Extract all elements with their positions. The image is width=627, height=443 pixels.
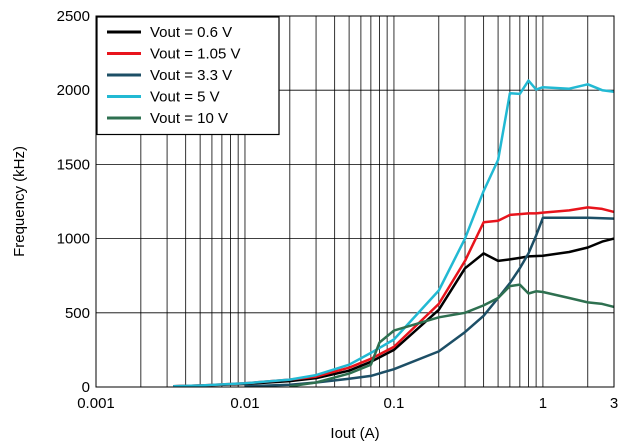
y-tick-label: 1000	[57, 231, 90, 248]
legend-label: Vout = 1.05 V	[150, 46, 241, 63]
y-tick-label: 2500	[57, 8, 90, 25]
y-tick-label: 2000	[57, 82, 90, 99]
legend-label: Vout = 0.6 V	[150, 24, 232, 41]
x-tick-label: 3	[610, 395, 618, 412]
legend-label: Vout = 10 V	[150, 110, 228, 127]
legend-label: Vout = 3.3 V	[150, 67, 232, 84]
x-axis-label: Iout (A)	[330, 425, 379, 442]
series-lines	[173, 79, 615, 388]
x-tick-label: 1	[539, 395, 547, 412]
legend: Vout = 0.6 V Vout = 1.05 V Vout = 3.3 V Vou…	[96, 16, 280, 136]
y-axis-ticks: 0 500 1000 1500 2000 2500	[57, 8, 90, 396]
plot-frame	[95, 15, 615, 388]
x-tick-label: 0.01	[230, 395, 259, 412]
y-axis-label: Frequency (kHz)	[11, 146, 28, 257]
series-line-3	[244, 216, 615, 388]
series-line-4	[173, 79, 615, 388]
x-tick-label: 0.001	[77, 395, 115, 412]
series-line-1	[173, 237, 615, 388]
x-tick-label: 0.1	[384, 395, 405, 412]
y-tick-label: 1500	[57, 156, 90, 173]
y-tick-label: 0	[82, 379, 90, 396]
series-line-5	[289, 283, 615, 388]
legend-label: Vout = 5 V	[150, 89, 220, 106]
y-tick-label: 500	[65, 305, 90, 322]
x-axis-ticks: 0.001 0.01 0.1 1 3	[77, 395, 618, 412]
